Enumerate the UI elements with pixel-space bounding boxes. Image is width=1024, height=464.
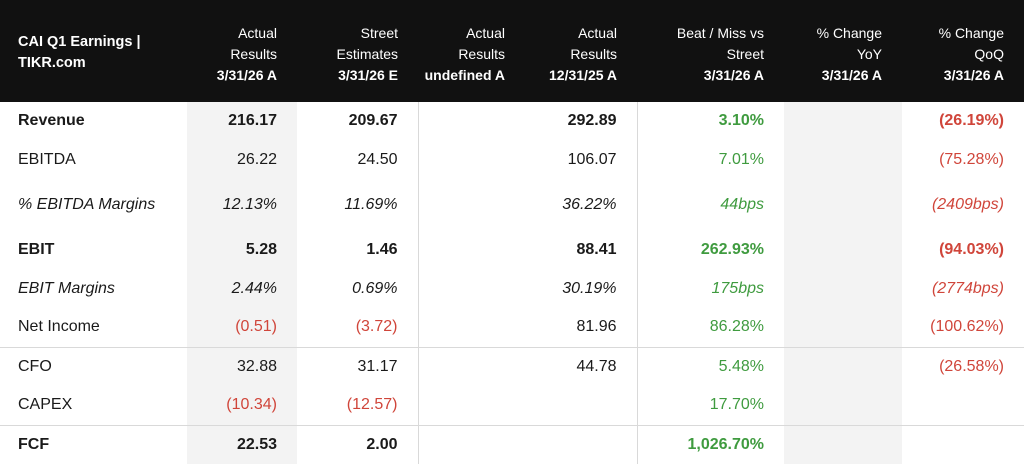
cell-street: 2.00 (297, 424, 418, 464)
col-header-actual[interactable]: Actual Results 3/31/26 A (216, 25, 277, 83)
row-label: CAPEX (18, 396, 73, 414)
cell-street: 0.69% (352, 279, 398, 297)
table-row-ebitda: EBITDA 26.22 24.50 106.07 7.01% (75.28%) (0, 140, 1024, 179)
cell-actual: 12.13% (187, 179, 297, 231)
cell-beat-miss: 262.93% (636, 231, 784, 270)
cell-qoq: (75.28%) (939, 150, 1004, 168)
row-label: Net Income (18, 318, 100, 336)
cell-actual: 32.88 (187, 346, 297, 386)
cell-street: 11.69% (344, 196, 398, 213)
cell-yoy (784, 308, 902, 347)
cell-street: (3.72) (355, 318, 398, 336)
cell-actual: 5.28 (187, 231, 297, 270)
cell-street: 1.46 (366, 241, 398, 259)
cell-actual-py (417, 140, 525, 179)
row-label: FCF (0, 424, 187, 464)
cell-qoq: (2774bps) (931, 279, 1004, 297)
row-label: EBIT Margins (18, 279, 115, 297)
cell-beat-miss: 44bps (636, 179, 784, 231)
table-row-ebitda-margins: % EBITDA Margins 12.13% 11.69% 36.22% 44… (0, 179, 1024, 231)
cell-beat-miss: 17.70% (636, 386, 784, 425)
cell-actual-pq: 106.07 (567, 150, 617, 168)
table-row-cfo: CFO 32.88 31.17 44.78 5.48% (26.58%) (0, 346, 1024, 386)
cell-actual-pq: 292.89 (567, 112, 617, 130)
cell-beat-miss: 5.48% (636, 346, 784, 386)
cell-beat-miss: 175bps (636, 269, 784, 308)
cell-actual: 2.44% (187, 269, 297, 308)
cell-yoy (784, 231, 902, 270)
cell-beat-miss: 3.10% (636, 102, 784, 141)
cell-actual-py (417, 231, 525, 270)
cell-street: 24.50 (357, 150, 398, 168)
row-label: EBIT (18, 241, 55, 259)
cell-actual: (0.51) (187, 308, 297, 347)
cell-actual-py (417, 386, 525, 425)
cell-actual-pq: 36.22% (562, 196, 617, 213)
cell-yoy (784, 269, 902, 308)
cell-yoy (784, 424, 902, 464)
cell-yoy (784, 140, 902, 179)
cell-beat-miss: 86.28% (636, 308, 784, 347)
cell-yoy (784, 386, 902, 425)
row-label: CFO (0, 346, 187, 386)
cell-actual-py (417, 308, 525, 347)
cell-actual-pq: 88.41 (576, 241, 617, 259)
cell-beat-miss: 1,026.70% (636, 424, 784, 464)
col-header-qoq[interactable]: % Change QoQ 3/31/26 A (938, 25, 1004, 83)
table-row-net-income: Net Income (0.51) (3.72) 81.96 86.28% (1… (0, 308, 1024, 347)
table-row-revenue: Revenue 216.17 209.67 292.89 3.10% (26.1… (0, 102, 1024, 141)
cell-yoy (784, 102, 902, 141)
col-header-yoy[interactable]: % Change YoY 3/31/26 A (816, 25, 882, 83)
table-row-ebit: EBIT 5.28 1.46 88.41 262.93% (94.03%) (0, 231, 1024, 270)
cell-qoq: (94.03%) (939, 241, 1004, 259)
cell-actual-pq: 44.78 (525, 346, 637, 386)
cell-actual-pq (525, 386, 637, 425)
row-label: % EBITDA Margins (18, 196, 156, 213)
header-row: CAI Q1 Earnings | TIKR.com Actual Results… (0, 0, 1024, 102)
cell-street: (12.57) (346, 396, 398, 414)
cell-qoq: (26.19%) (939, 112, 1004, 130)
cell-qoq: (100.62%) (930, 318, 1004, 336)
col-header-actual-prior-year[interactable]: Actual Results undefined A (424, 25, 505, 83)
cell-qoq: (2409bps) (931, 196, 1004, 213)
col-header-street[interactable]: Street Estimates 3/31/26 E (336, 25, 398, 83)
cell-yoy (784, 346, 902, 386)
col-header-actual-prior-quarter[interactable]: Actual Results 12/31/25 A (549, 25, 617, 83)
cell-actual: (10.34) (187, 386, 297, 425)
cell-yoy (784, 179, 902, 231)
cell-actual-pq: 81.96 (576, 318, 617, 336)
cell-beat-miss: 7.01% (636, 140, 784, 179)
cell-actual-pq: 30.19% (562, 279, 617, 297)
table-row-capex: CAPEX (10.34) (12.57) 17.70% (0, 386, 1024, 425)
cell-qoq (902, 424, 1024, 464)
col-header-beat-miss[interactable]: Beat / Miss vs Street 3/31/26 A (676, 25, 764, 83)
cell-actual-py (417, 102, 525, 141)
cell-street: 31.17 (297, 346, 418, 386)
cell-actual-py (417, 424, 525, 464)
cell-actual-pq (525, 424, 637, 464)
cell-qoq (902, 386, 1024, 425)
table-row-fcf: FCF 22.53 2.00 1,026.70% (0, 424, 1024, 464)
cell-actual: 26.22 (187, 140, 297, 179)
table-title: CAI Q1 Earnings | TIKR.com (18, 34, 141, 71)
cell-actual-py (417, 269, 525, 308)
cell-qoq: (26.58%) (902, 346, 1024, 386)
cell-actual-py (417, 346, 525, 386)
row-label: EBITDA (18, 150, 76, 168)
cell-actual-py (417, 179, 525, 231)
cell-street: 209.67 (348, 112, 398, 130)
row-label: Revenue (18, 112, 85, 130)
cell-actual: 22.53 (187, 424, 297, 464)
cell-actual: 216.17 (187, 102, 297, 141)
table-row-ebit-margins: EBIT Margins 2.44% 0.69% 30.19% 175bps (… (0, 269, 1024, 308)
